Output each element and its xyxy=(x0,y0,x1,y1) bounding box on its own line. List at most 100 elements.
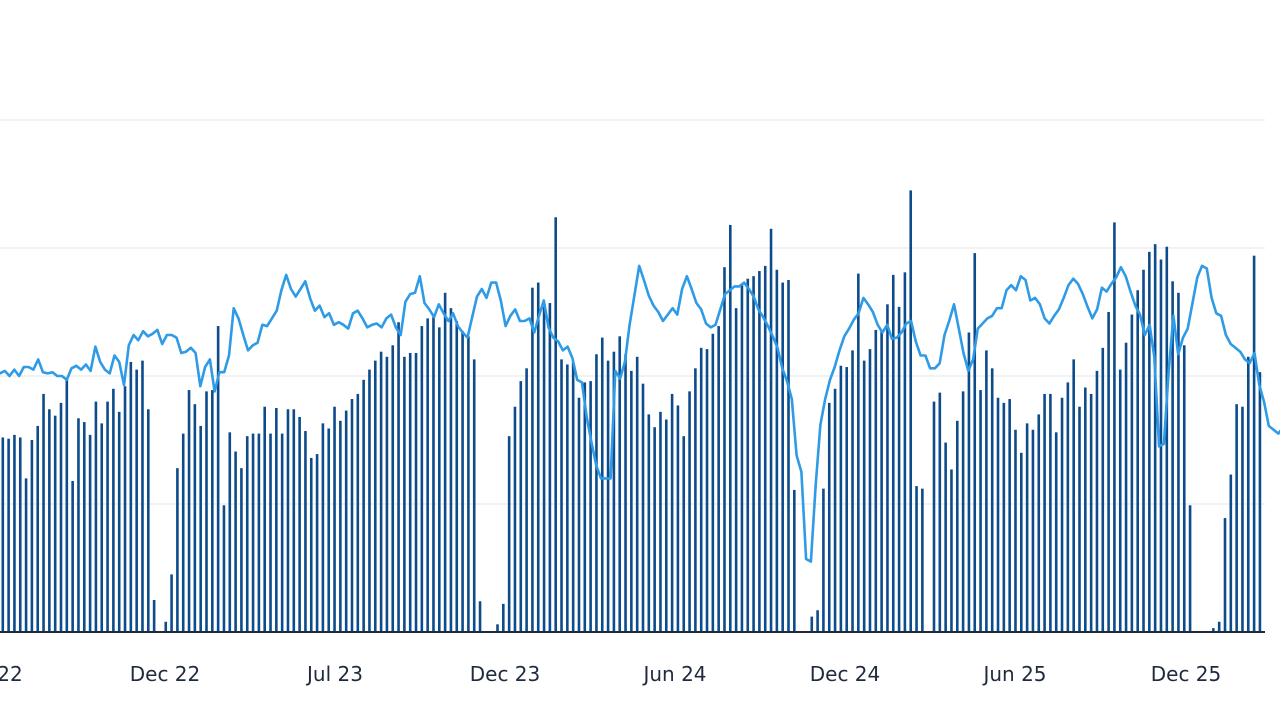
bar-172 xyxy=(1002,402,1006,632)
bar-108 xyxy=(630,370,633,632)
bar-197 xyxy=(1148,251,1151,632)
bar-210 xyxy=(1223,518,1227,632)
bar-81 xyxy=(472,359,476,632)
bar-201 xyxy=(1171,281,1174,632)
bar-126 xyxy=(734,308,738,632)
bar-77 xyxy=(449,308,453,632)
bar-62 xyxy=(362,379,365,632)
bar-5 xyxy=(30,440,34,632)
bar-29 xyxy=(170,574,173,632)
bar-66 xyxy=(385,356,389,632)
bar-209 xyxy=(1217,621,1221,632)
bar-191 xyxy=(1113,222,1116,632)
bar-65 xyxy=(379,351,383,632)
bar-48 xyxy=(280,433,284,632)
bar-18 xyxy=(106,401,109,632)
bar-69 xyxy=(403,356,406,632)
bar-175 xyxy=(1020,452,1023,632)
bar-114 xyxy=(664,419,668,632)
bar-189 xyxy=(1101,347,1105,632)
x-tick-label: Jun 24 xyxy=(641,662,706,686)
bar-127 xyxy=(740,283,744,632)
bar-177 xyxy=(1031,429,1035,632)
bar-96 xyxy=(560,359,563,632)
x-tick-label: 22 xyxy=(0,662,23,686)
bar-155 xyxy=(903,272,907,632)
bar-104 xyxy=(606,360,610,632)
bar-160 xyxy=(932,401,936,632)
bar-15 xyxy=(88,434,92,632)
bar-128 xyxy=(746,278,750,632)
bar-136 xyxy=(793,489,796,632)
x-tick-label: Dec 24 xyxy=(810,662,881,686)
bar-131 xyxy=(763,265,767,632)
bar-38 xyxy=(222,505,226,632)
bar-140 xyxy=(816,610,819,632)
bar-178 xyxy=(1037,414,1041,632)
bar-100 xyxy=(583,382,587,632)
bar-97 xyxy=(566,364,569,632)
bar-21 xyxy=(123,386,127,632)
bar-130 xyxy=(758,271,761,632)
bar-90 xyxy=(525,368,528,632)
bar-9 xyxy=(53,415,57,632)
bar-134 xyxy=(781,282,784,632)
bar-39 xyxy=(228,432,232,632)
bar-135 xyxy=(787,280,790,632)
bar-152 xyxy=(886,304,889,632)
bar-133 xyxy=(775,269,779,632)
bar-167 xyxy=(973,253,977,632)
bar-158 xyxy=(921,488,924,632)
bar-117 xyxy=(682,436,686,632)
bar-119 xyxy=(694,368,697,632)
bar-211 xyxy=(1229,474,1233,632)
bar-190 xyxy=(1107,312,1110,632)
bar-144 xyxy=(839,365,843,632)
x-tick-label: Jul 23 xyxy=(305,662,363,686)
bar-147 xyxy=(857,273,860,632)
bar-184 xyxy=(1072,359,1075,632)
bar-180 xyxy=(1049,393,1052,632)
bar-141 xyxy=(822,488,825,632)
bar-208 xyxy=(1212,628,1215,632)
bar-23 xyxy=(135,369,138,632)
bar-179 xyxy=(1043,393,1046,632)
bar-168 xyxy=(979,390,982,632)
bar-67 xyxy=(391,345,395,632)
bar-120 xyxy=(699,347,703,632)
bar-31 xyxy=(181,433,185,632)
bar-72 xyxy=(420,326,424,632)
bar-73 xyxy=(426,318,429,632)
bar-87 xyxy=(507,436,511,632)
bar-78 xyxy=(455,320,459,632)
bar-series xyxy=(1,190,1262,633)
trend-line xyxy=(0,264,1280,563)
bar-118 xyxy=(688,391,691,632)
bar-187 xyxy=(1089,393,1093,632)
bar-121 xyxy=(705,349,709,632)
bar-20 xyxy=(117,411,121,632)
bar-115 xyxy=(670,393,674,632)
bar-216 xyxy=(1258,372,1262,632)
bar-36 xyxy=(211,390,214,632)
bar-44 xyxy=(257,433,261,632)
bar-213 xyxy=(1241,406,1244,632)
bar-92 xyxy=(536,282,540,632)
bar-116 xyxy=(676,405,680,632)
bar-43 xyxy=(251,433,255,632)
bar-125 xyxy=(729,224,732,632)
bar-46 xyxy=(269,433,272,632)
bar-49 xyxy=(286,409,290,632)
bar-55 xyxy=(321,423,325,632)
bar-91 xyxy=(531,287,534,632)
bar-85 xyxy=(496,624,499,632)
bar-106 xyxy=(618,336,622,632)
bar-26 xyxy=(152,600,156,632)
bar-50 xyxy=(292,409,296,632)
bar-3 xyxy=(18,437,22,632)
bar-102 xyxy=(595,354,598,632)
x-tick-label: Dec 23 xyxy=(470,662,541,686)
bar-56 xyxy=(327,428,331,632)
x-tick-label: Dec 22 xyxy=(130,662,201,686)
